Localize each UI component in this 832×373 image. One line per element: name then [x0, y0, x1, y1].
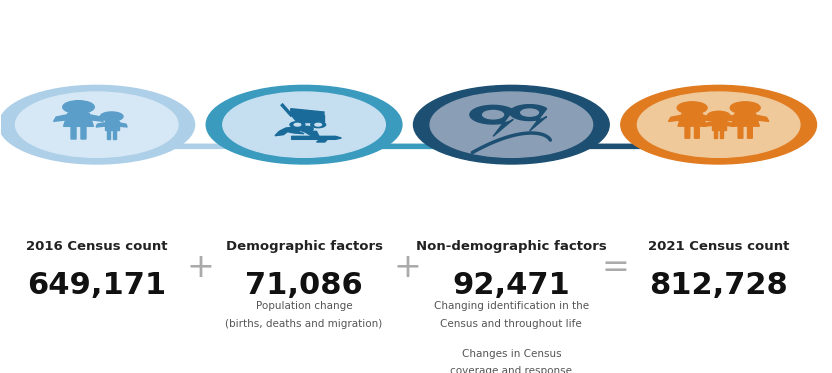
Circle shape	[206, 85, 402, 164]
Circle shape	[677, 102, 707, 114]
Point	[286, 112, 296, 117]
Text: +: +	[394, 251, 422, 285]
Polygon shape	[105, 121, 119, 139]
Line: 2 pts: 2 pts	[283, 105, 291, 115]
Text: +: +	[186, 251, 215, 285]
Circle shape	[521, 109, 538, 116]
Polygon shape	[97, 123, 105, 127]
Polygon shape	[703, 122, 711, 126]
Text: 71,086: 71,086	[245, 271, 363, 300]
Polygon shape	[291, 115, 324, 122]
Polygon shape	[304, 131, 319, 137]
Circle shape	[310, 122, 325, 128]
Polygon shape	[702, 115, 716, 122]
Circle shape	[294, 123, 300, 126]
Polygon shape	[89, 115, 103, 121]
Text: 812,728: 812,728	[649, 271, 788, 300]
Text: =: =	[601, 251, 629, 285]
Polygon shape	[470, 105, 513, 137]
Text: Demographic factors: Demographic factors	[225, 239, 383, 253]
Polygon shape	[755, 115, 769, 122]
Circle shape	[707, 111, 730, 120]
Text: Population change: Population change	[255, 301, 353, 311]
Circle shape	[16, 92, 178, 157]
Polygon shape	[119, 123, 127, 127]
Text: Changing identification in the: Changing identification in the	[433, 301, 589, 311]
Text: (births, deaths and migration): (births, deaths and migration)	[225, 319, 383, 329]
Polygon shape	[510, 105, 547, 131]
Circle shape	[430, 92, 592, 157]
Polygon shape	[53, 115, 67, 121]
Polygon shape	[63, 113, 93, 139]
Polygon shape	[711, 120, 726, 138]
Polygon shape	[726, 122, 734, 126]
Polygon shape	[721, 115, 735, 122]
Polygon shape	[292, 137, 341, 140]
Text: 2021 Census count: 2021 Census count	[648, 239, 790, 253]
Circle shape	[637, 92, 800, 157]
Polygon shape	[731, 114, 760, 138]
Text: Changes in Census: Changes in Census	[462, 349, 561, 358]
Circle shape	[621, 85, 816, 164]
Circle shape	[62, 101, 94, 113]
Text: 2016 Census count: 2016 Census count	[26, 239, 167, 253]
Polygon shape	[668, 115, 682, 122]
Point	[278, 103, 288, 107]
Circle shape	[101, 112, 123, 121]
Circle shape	[300, 126, 313, 132]
Text: Non-demographic factors: Non-demographic factors	[416, 239, 607, 253]
Circle shape	[290, 122, 305, 128]
Circle shape	[483, 110, 503, 119]
Text: 649,171: 649,171	[27, 271, 166, 300]
Text: coverage and response: coverage and response	[450, 366, 572, 373]
Polygon shape	[275, 127, 304, 136]
Polygon shape	[678, 114, 706, 138]
Circle shape	[730, 102, 760, 114]
Circle shape	[414, 85, 609, 164]
Polygon shape	[316, 140, 327, 142]
Circle shape	[223, 92, 385, 157]
Text: 92,471: 92,471	[453, 271, 570, 300]
Circle shape	[314, 123, 321, 126]
Polygon shape	[291, 109, 324, 115]
Circle shape	[0, 85, 195, 164]
Text: Census and throughout life: Census and throughout life	[440, 319, 582, 329]
